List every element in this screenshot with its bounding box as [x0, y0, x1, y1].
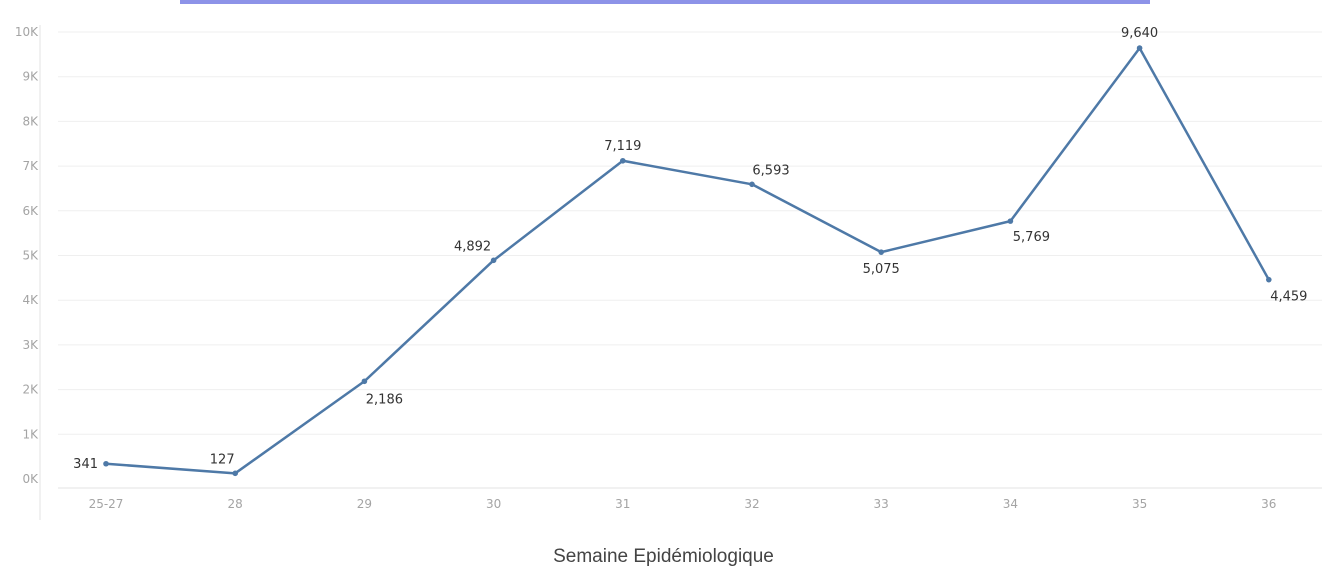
data-label: 2,186 — [366, 392, 403, 407]
data-label: 5,769 — [1013, 230, 1050, 245]
y-tick-label: 4K — [22, 293, 39, 307]
x-tick-label: 25-27 — [89, 497, 124, 511]
data-point — [232, 470, 238, 477]
y-tick-label: 9K — [22, 70, 39, 84]
x-axis-title: Semaine Epidémiologique — [553, 546, 774, 567]
data-label: 4,459 — [1270, 290, 1307, 305]
y-tick-label: 10K — [15, 25, 39, 39]
data-point — [1007, 218, 1014, 224]
y-tick-label: 5K — [22, 249, 39, 263]
x-tick-label: 32 — [744, 497, 759, 511]
x-tick-label: 34 — [1003, 497, 1018, 511]
x-tick-label: 35 — [1132, 497, 1147, 511]
series-cases — [103, 45, 1272, 477]
data-label: 4,892 — [454, 239, 491, 254]
x-tick-label: 33 — [874, 497, 889, 511]
y-tick-label: 8K — [22, 114, 39, 128]
series-line — [104, 46, 1271, 475]
x-tick-label: 31 — [615, 497, 630, 511]
data-label: 9,640 — [1121, 26, 1158, 41]
x-axis-tick-labels: 25-27 28 29 30 31 32 33 34 35 36 — [89, 497, 1277, 511]
data-labels: 341 127 2,186 4,892 7,119 6,593 5,075 5,769 9,64… — [73, 26, 1307, 472]
grid-lines — [58, 31, 1322, 435]
data-label: 127 — [210, 452, 235, 467]
data-point — [878, 249, 884, 255]
data-label: 341 — [73, 457, 98, 472]
y-tick-label: 2K — [22, 383, 39, 397]
y-tick-label: 1K — [22, 427, 39, 441]
x-tick-label: 28 — [228, 497, 243, 511]
data-label: 5,075 — [863, 262, 900, 277]
data-point — [1136, 45, 1143, 51]
data-point — [1266, 276, 1272, 283]
y-axis-tick-labels: 0K 1K 2K 3K 4K 5K 6K 7K 8K 9K 10K — [15, 25, 39, 486]
data-point — [620, 157, 626, 164]
x-tick-label: 29 — [357, 497, 372, 511]
y-tick-label: 3K — [22, 338, 39, 352]
y-tick-label: 0K — [22, 472, 39, 486]
data-point — [749, 181, 755, 188]
data-point — [490, 257, 497, 264]
y-tick-label: 6K — [22, 204, 39, 218]
x-tick-label: 30 — [486, 497, 501, 511]
data-point — [103, 460, 109, 467]
x-tick-label: 36 — [1261, 497, 1276, 511]
data-point — [361, 378, 368, 385]
data-label: 6,593 — [752, 163, 789, 178]
line-chart: 0K 1K 2K 3K 4K 5K 6K 7K 8K 9K 10K 25-27 28 29 30 31 32 3… — [15, 25, 1322, 520]
top-title-band — [180, 0, 1150, 4]
data-label: 7,119 — [604, 139, 641, 154]
axes — [39, 25, 1322, 520]
y-tick-label: 7K — [22, 159, 39, 173]
